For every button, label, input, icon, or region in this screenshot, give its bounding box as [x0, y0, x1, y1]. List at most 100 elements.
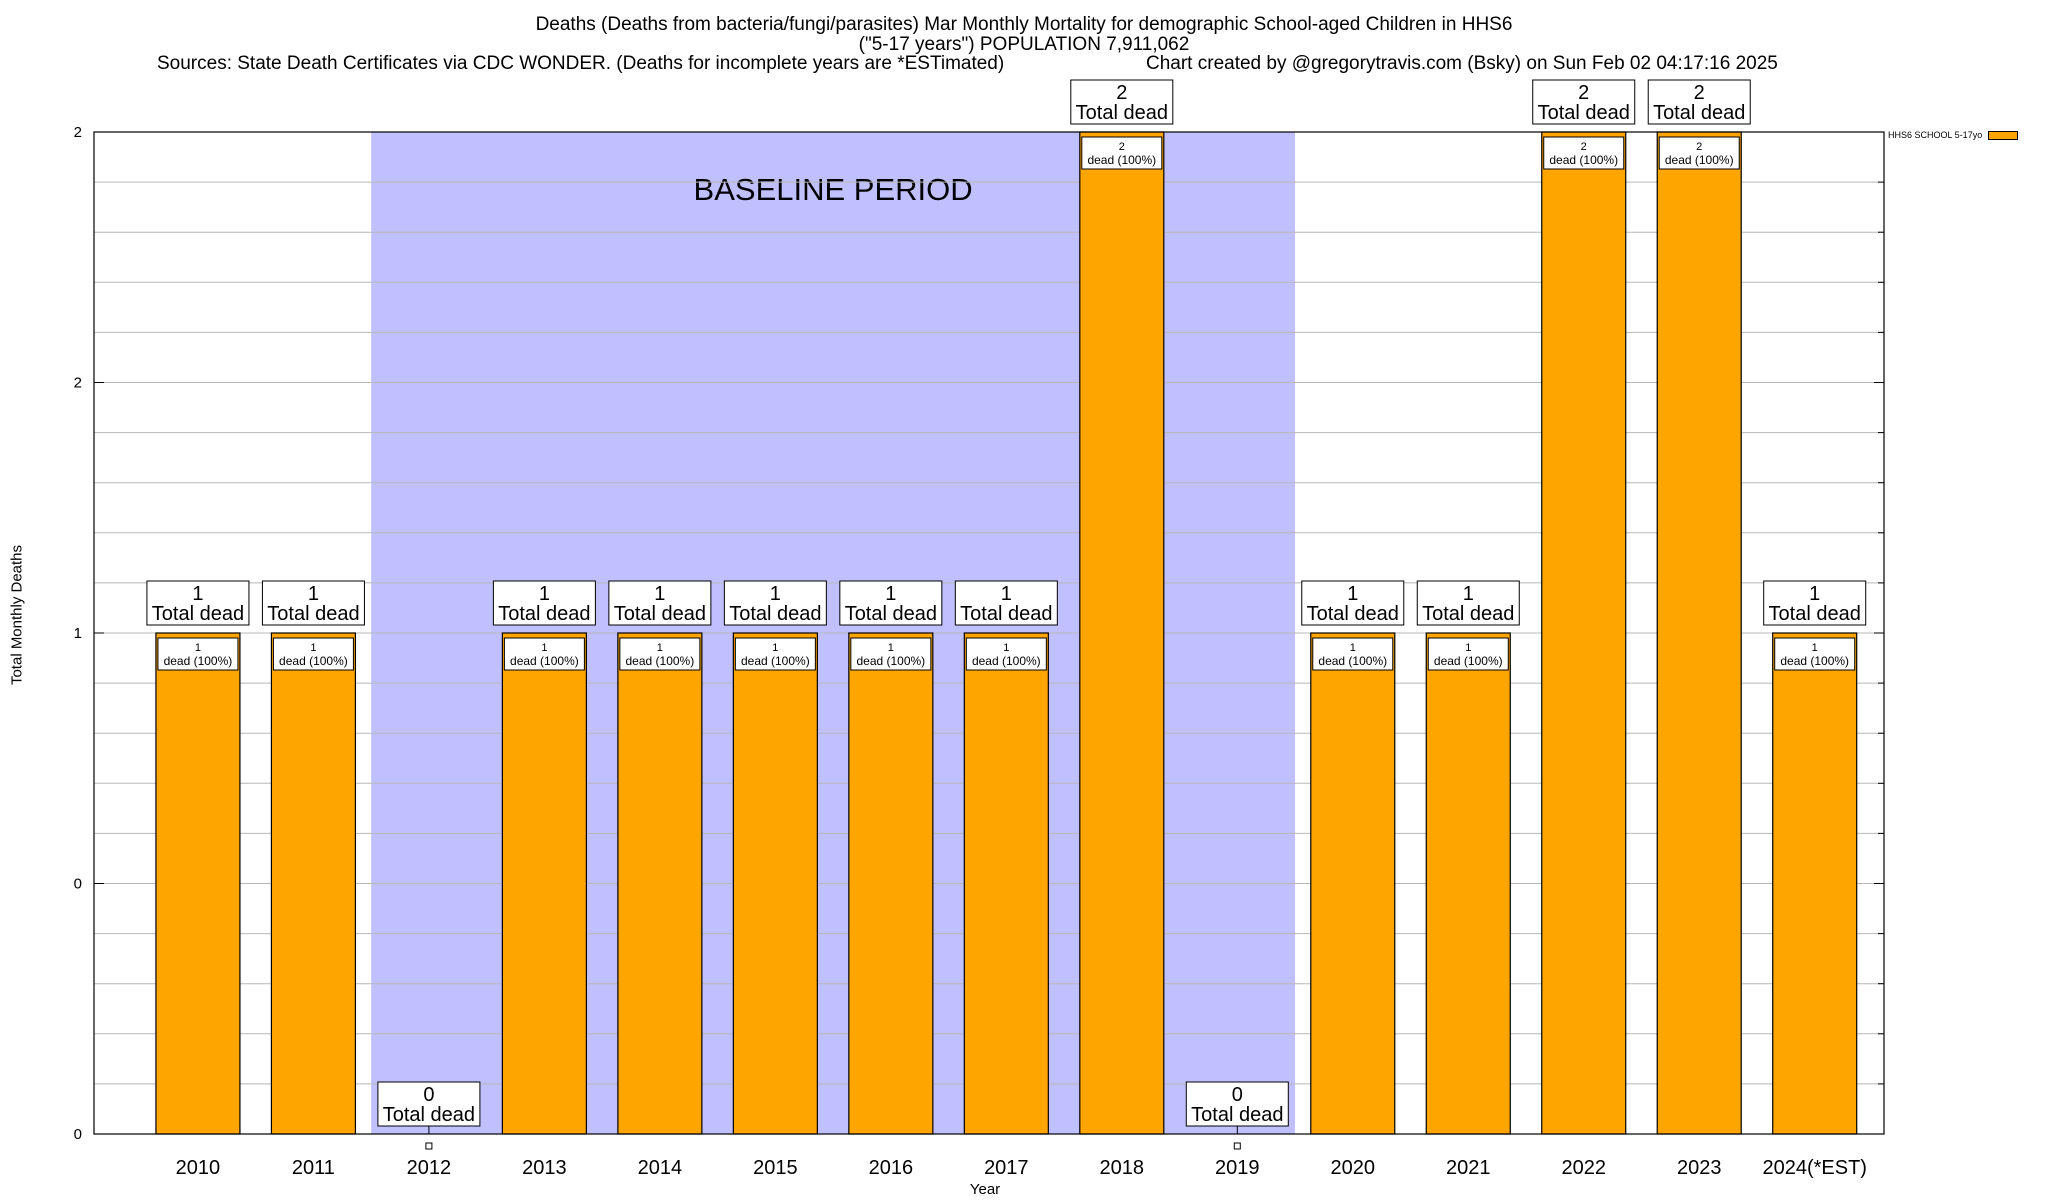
- bar: [963, 632, 1049, 1135]
- total-label-box: [1070, 79, 1174, 125]
- legend: HHS6 SCHOOL 5-17yo: [1888, 130, 2019, 140]
- bar-inner-value: 1: [1350, 642, 1356, 654]
- bar-inner-label-box: [1081, 136, 1163, 170]
- bar: [1310, 632, 1396, 1135]
- x-tick-label: 2014: [638, 1157, 683, 1179]
- x-tick-label: 2015: [753, 1157, 798, 1179]
- chart-sources: Sources: State Death Certificates via CD…: [157, 53, 1005, 74]
- total-label-value: 1: [539, 583, 550, 605]
- total-label-box: [377, 1081, 481, 1127]
- bar-inner-label: dead (100%): [972, 654, 1041, 668]
- bar-inner-label-box: [1658, 136, 1740, 170]
- bar-inner-label-box: [1312, 637, 1394, 671]
- x-tick-label: 2016: [869, 1157, 914, 1179]
- total-label-value: 1: [1463, 583, 1474, 605]
- bar-inner-label: dead (100%): [1318, 654, 1387, 668]
- bar-inner-value: 1: [1003, 642, 1009, 654]
- total-label-box: [1647, 79, 1751, 125]
- bar: [501, 632, 587, 1135]
- bar-inner-label: dead (100%): [1434, 654, 1503, 668]
- total-label-box: [1532, 79, 1636, 125]
- chart-subtitle: ("5-17 years") POPULATION 7,911,062: [858, 34, 1190, 55]
- chart-title: Deaths (Deaths from bacteria/fungi/paras…: [535, 14, 1513, 35]
- bar-inner-label: dead (100%): [1087, 153, 1156, 167]
- y-axis-label-wrap: Total Monthly Deaths: [5, 545, 26, 685]
- total-label-box: [1763, 580, 1867, 626]
- bar-inner-label-box: [965, 637, 1047, 671]
- total-label-text: Total dead: [614, 603, 706, 625]
- x-tick-label: 2013: [522, 1157, 567, 1179]
- y-tick-label: 1: [74, 625, 82, 642]
- bar-inner-label: dead (100%): [1549, 153, 1618, 167]
- x-tick-label: 2018: [1100, 1157, 1145, 1179]
- legend-swatch: [1988, 130, 2019, 140]
- bar-inner-value: 1: [1465, 642, 1471, 654]
- bar-inner-label-box: [1427, 637, 1509, 671]
- x-tick-label: 2023: [1677, 1157, 1722, 1179]
- total-label-text: Total dead: [152, 603, 244, 625]
- x-tick-label: 2024(*EST): [1762, 1157, 1867, 1179]
- bar-inner-value: 1: [195, 642, 201, 654]
- bar-inner-label-box: [1543, 136, 1625, 170]
- total-label-text: Total dead: [1422, 603, 1514, 625]
- total-label-text: Total dead: [845, 603, 937, 625]
- zero-marker: [425, 1142, 433, 1150]
- bar: [848, 632, 934, 1135]
- bar-inner-value: 1: [1812, 642, 1818, 654]
- y-tick-label: 0: [74, 876, 82, 893]
- total-label-value: 2: [1116, 82, 1127, 104]
- total-label-text: Total dead: [1191, 1104, 1283, 1126]
- x-tick-label: 2012: [407, 1157, 452, 1179]
- bar: [1079, 131, 1165, 1135]
- bar-inner-value: 1: [657, 642, 663, 654]
- bar-inner-label: dead (100%): [626, 654, 695, 668]
- y-tick-label: 2: [74, 124, 82, 141]
- total-label-value: 1: [1809, 583, 1820, 605]
- bar-inner-label: dead (100%): [741, 654, 810, 668]
- total-label-box: [954, 580, 1058, 626]
- y-tick-label: 0: [74, 1126, 82, 1143]
- bar-inner-label-box: [734, 637, 816, 671]
- x-tick-label: 2020: [1331, 1157, 1376, 1179]
- total-label-text: Total dead: [1076, 102, 1168, 124]
- y-tick-label: 2: [74, 375, 82, 392]
- total-label-text: Total dead: [383, 1104, 475, 1126]
- x-tick-label: 2010: [176, 1157, 221, 1179]
- x-tick-label: 2019: [1215, 1157, 1260, 1179]
- x-tick-label: 2017: [984, 1157, 1029, 1179]
- baseline-period-label: BASELINE PERIOD: [694, 172, 973, 207]
- total-label-text: Total dead: [1769, 603, 1861, 625]
- total-label-value: 2: [1694, 82, 1705, 104]
- bar-inner-label: dead (100%): [510, 654, 579, 668]
- bar-inner-value: 1: [541, 642, 547, 654]
- total-label-value: 0: [1232, 1084, 1243, 1106]
- total-label-box: [1185, 1081, 1289, 1127]
- total-label-box: [608, 580, 712, 626]
- total-label-text: Total dead: [1653, 102, 1745, 124]
- bar-inner-value: 2: [1119, 141, 1125, 153]
- total-label-text: Total dead: [729, 603, 821, 625]
- total-label-value: 0: [423, 1084, 434, 1106]
- bar-inner-value: 1: [772, 642, 778, 654]
- bar-inner-label: dead (100%): [856, 654, 925, 668]
- total-label-value: 1: [770, 583, 781, 605]
- total-label-text: Total dead: [1307, 603, 1399, 625]
- total-label-box: [723, 580, 827, 626]
- bar-inner-value: 1: [310, 642, 316, 654]
- bar-inner-value: 2: [1696, 141, 1702, 153]
- y-axis-label: Total Monthly Deaths: [8, 544, 26, 686]
- total-label-box: [1301, 580, 1405, 626]
- x-axis-label: Year: [969, 1181, 1001, 1198]
- bar-inner-label: dead (100%): [164, 654, 233, 668]
- bar: [270, 632, 357, 1135]
- x-tick-label: 2021: [1446, 1157, 1491, 1179]
- plot-frame: [93, 131, 1885, 1135]
- bar-inner-label-box: [619, 637, 701, 671]
- total-label-value: 1: [192, 583, 203, 605]
- x-tick-label: 2022: [1561, 1157, 1606, 1179]
- bar: [1425, 632, 1511, 1135]
- bar-inner-label-box: [1774, 637, 1856, 671]
- bar-inner-label: dead (100%): [279, 654, 348, 668]
- legend-label: HHS6 SCHOOL 5-17yo: [1888, 130, 1983, 140]
